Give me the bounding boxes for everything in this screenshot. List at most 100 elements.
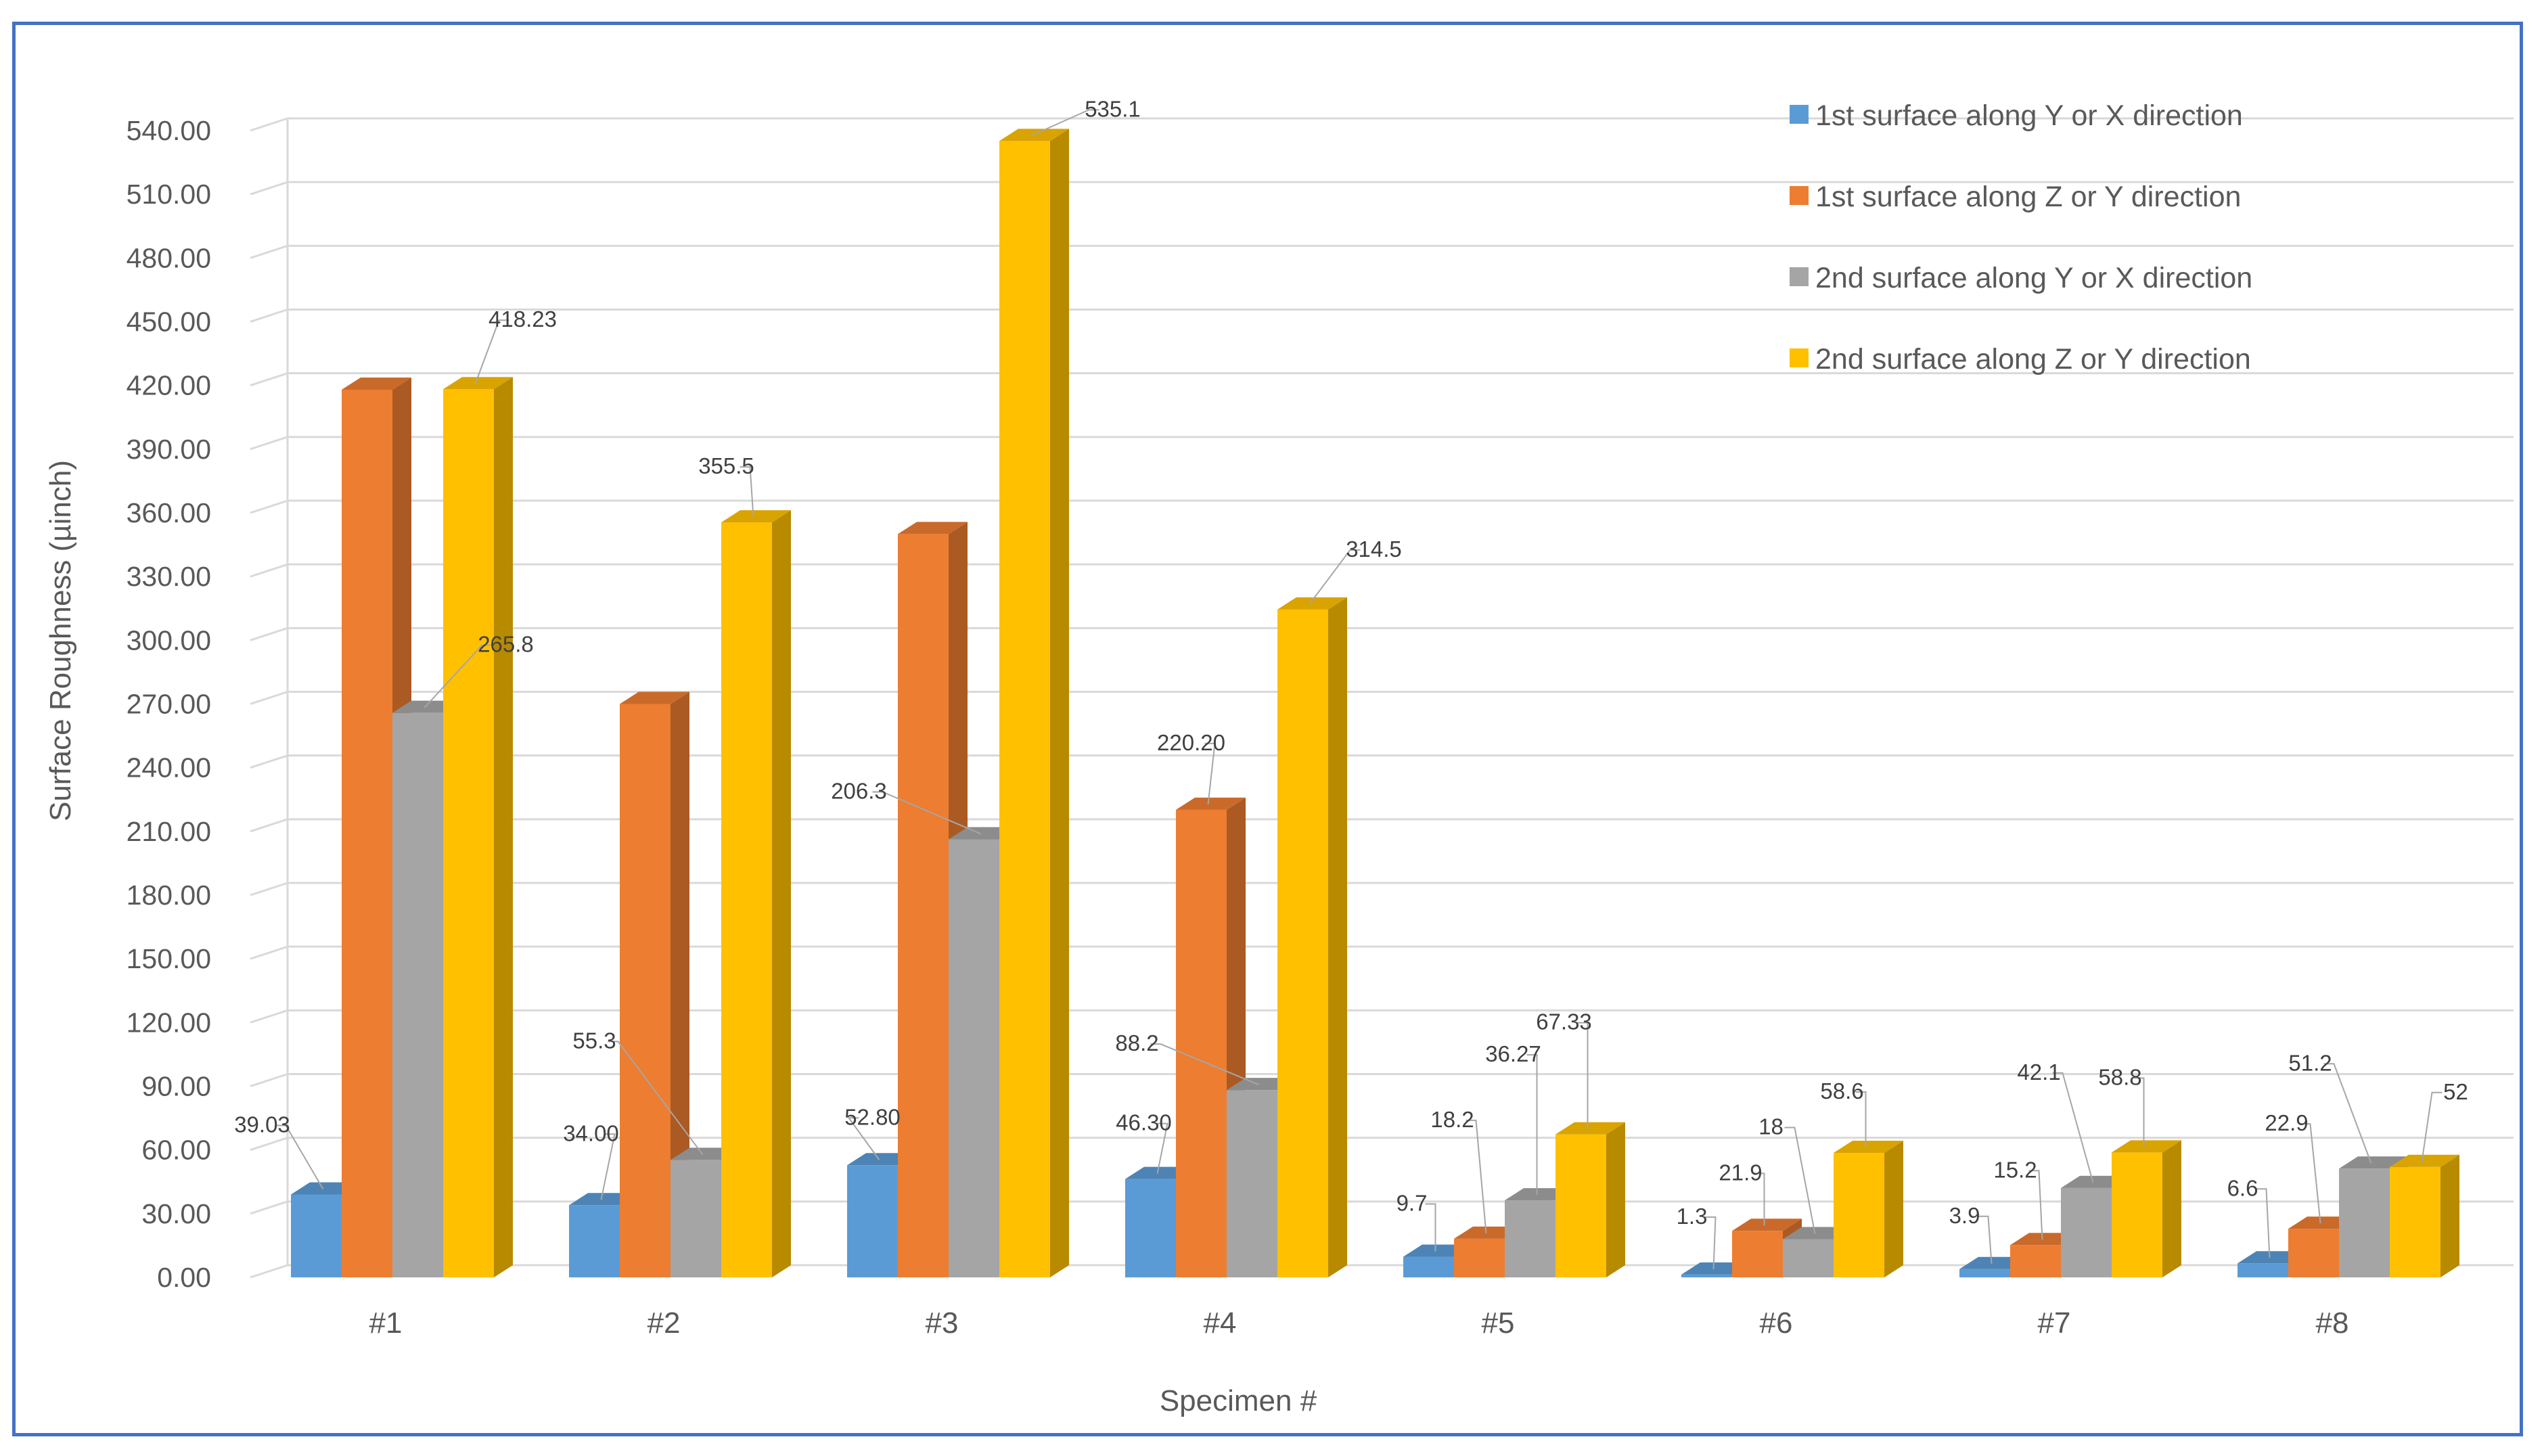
data-label: 18 xyxy=(1758,1114,1784,1139)
legend-label: 2nd surface along Z or Y direction xyxy=(1815,343,2251,376)
bar-front xyxy=(1454,1238,1505,1277)
leader-line xyxy=(1204,742,1216,804)
y-tick-label: 240.00 xyxy=(127,752,211,783)
bar-front xyxy=(1959,1269,2010,1277)
y-tick-label: 120.00 xyxy=(127,1007,211,1038)
data-label: 1.3 xyxy=(1677,1204,1708,1229)
x-category-label: #5 xyxy=(1482,1306,1515,1340)
leader-line xyxy=(2028,1170,2043,1240)
gridline-floor xyxy=(250,1073,288,1087)
bar-side xyxy=(1884,1141,1903,1277)
bar-front xyxy=(342,389,392,1277)
bar-front xyxy=(671,1160,721,1277)
bar-top xyxy=(898,522,968,534)
gridline-floor xyxy=(250,117,288,132)
y-tick-label: 210.00 xyxy=(127,816,211,847)
bar-s8-series-4 xyxy=(2390,1154,2459,1277)
data-label: 206.3 xyxy=(831,778,887,803)
data-label: 22.9 xyxy=(2265,1110,2308,1135)
legend-swatch xyxy=(1790,267,1809,286)
leader-line xyxy=(1156,1122,1168,1174)
data-label: 55.3 xyxy=(572,1028,616,1053)
gridline-floor xyxy=(250,499,288,514)
data-label: 535.1 xyxy=(1085,96,1141,121)
bar-front xyxy=(2288,1229,2339,1277)
leader-line xyxy=(1577,1022,1589,1129)
leader-line xyxy=(275,1124,324,1189)
leader-line xyxy=(1031,109,1099,137)
data-label: 418.23 xyxy=(489,306,557,332)
y-tick-label: 150.00 xyxy=(127,943,211,974)
bar-front xyxy=(291,1194,342,1277)
legend-label: 2nd surface along Y or X direction xyxy=(1815,262,2252,294)
data-label: 51.2 xyxy=(2288,1050,2332,1075)
bar-front xyxy=(2238,1263,2288,1277)
x-category-label: #1 xyxy=(369,1306,403,1340)
data-label: 314.5 xyxy=(1346,537,1402,562)
legend-label: 1st surface along Y or X direction xyxy=(1815,99,2243,132)
leader-line xyxy=(1754,1173,1765,1226)
bar-front xyxy=(2112,1152,2162,1277)
leader-line xyxy=(847,1117,880,1160)
y-tick-label: 60.00 xyxy=(141,1135,211,1166)
data-label: 39.03 xyxy=(234,1112,290,1137)
y-tick-label: 300.00 xyxy=(127,624,211,656)
data-label: 3.9 xyxy=(1949,1203,1980,1228)
bar-front xyxy=(949,839,999,1277)
bar-top xyxy=(342,377,411,390)
bar-front xyxy=(2010,1245,2061,1277)
leader-line xyxy=(740,466,754,518)
y-tick-label: 360.00 xyxy=(127,497,211,528)
gridline-floor xyxy=(250,1009,288,1024)
data-label: 58.6 xyxy=(1820,1078,1863,1104)
legend-swatch xyxy=(1790,348,1809,367)
bar-top xyxy=(2112,1140,2181,1153)
data-label: 46.30 xyxy=(1116,1110,1172,1135)
data-label: 18.2 xyxy=(1430,1107,1474,1132)
y-tick-label: 420.00 xyxy=(127,370,211,401)
bar-front xyxy=(1783,1239,1834,1277)
bar-front xyxy=(999,141,1050,1277)
bar-top xyxy=(2390,1154,2459,1167)
leader-line xyxy=(1150,1043,1259,1086)
x-category-label: #4 xyxy=(1204,1306,1237,1340)
leader-line xyxy=(1784,1127,1816,1234)
bar-top xyxy=(620,691,689,704)
legend-label: 1st surface along Z or Y direction xyxy=(1815,181,2241,213)
leader-line xyxy=(2256,1188,2271,1258)
y-tick-label: 480.00 xyxy=(127,242,211,273)
leader-line xyxy=(600,1133,616,1200)
bar-top xyxy=(1732,1219,1802,1231)
bar-front xyxy=(847,1165,898,1277)
bar-front xyxy=(1227,1090,1277,1277)
gridline-floor xyxy=(250,818,288,833)
bar-front xyxy=(1125,1179,1176,1277)
bar-front xyxy=(721,522,772,1277)
x-category-label: #3 xyxy=(926,1306,959,1340)
leader-line xyxy=(872,791,981,835)
y-tick-label: 330.00 xyxy=(127,561,211,592)
data-label: 88.2 xyxy=(1115,1030,1158,1055)
data-label: 34.00 xyxy=(563,1120,619,1145)
leader-line xyxy=(2421,1091,2443,1162)
y-axis-title: Surface Roughness (µinch) xyxy=(44,460,77,821)
legend-item: 2nd surface along Y or X direction xyxy=(1790,262,2252,294)
leader-line xyxy=(1309,549,1361,605)
bar-side xyxy=(2440,1154,2459,1277)
leader-line xyxy=(2133,1077,2145,1147)
legend-swatch xyxy=(1790,105,1809,124)
bar-side xyxy=(494,377,513,1278)
data-label: 6.6 xyxy=(2227,1175,2258,1200)
legend-item: 1st surface along Y or X direction xyxy=(1790,99,2243,132)
gridline-floor xyxy=(250,309,288,323)
leader-line xyxy=(2300,1123,2321,1224)
legend-item: 1st surface along Z or Y direction xyxy=(1790,181,2241,213)
data-label: 220.20 xyxy=(1157,730,1225,755)
bar-front xyxy=(443,389,494,1278)
bar-front xyxy=(1555,1134,1606,1277)
bar-side xyxy=(772,510,791,1277)
gridline-floor xyxy=(250,244,288,259)
gridline-floor xyxy=(250,882,288,896)
data-labels: 39.03 265.8 418.23 34.00 55.3 355.5 52.80 206.3… xyxy=(234,96,2468,1269)
x-category-label: #7 xyxy=(2038,1306,2071,1340)
